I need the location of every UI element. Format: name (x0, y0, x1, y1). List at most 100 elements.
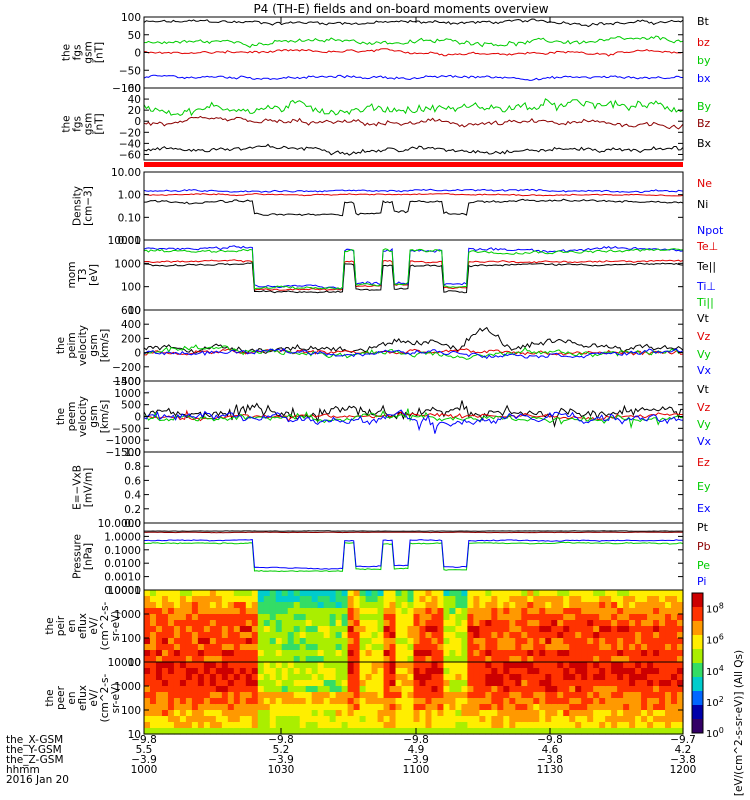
heatmap-cell (509, 656, 516, 663)
heatmap-cell (353, 680, 361, 687)
heatmap-cell (155, 650, 163, 657)
heatmap-cell (359, 728, 367, 735)
heatmap-cell (533, 608, 540, 615)
heatmap-cell (473, 620, 480, 627)
legend-entry: Vy (697, 418, 711, 431)
heatmap-cell (545, 698, 552, 705)
heatmap-cell (527, 650, 534, 657)
heatmap-cell (671, 698, 678, 705)
heatmap-cell (383, 698, 391, 705)
heatmap-cell (587, 596, 594, 603)
heatmap-cell (641, 656, 648, 663)
heatmap-cell (437, 668, 445, 675)
heatmap-cell (293, 668, 301, 675)
heatmap-cell (497, 644, 504, 651)
heatmap-cell (233, 626, 241, 633)
heatmap-cell (437, 590, 445, 597)
heatmap-cell (395, 662, 403, 669)
heatmap-cell (503, 656, 510, 663)
heatmap-cell (149, 668, 157, 675)
heatmap-cell (653, 650, 660, 657)
heatmap-cell (335, 602, 343, 609)
heatmap-cell (629, 620, 636, 627)
heatmap-cell (215, 638, 223, 645)
heatmap-cell (144, 614, 151, 621)
heatmap-cell (275, 596, 283, 603)
heatmap-cell (509, 674, 516, 681)
heatmap-cell (257, 602, 265, 609)
heatmap-cell (419, 662, 427, 669)
x-tick-label: −3.9 (131, 754, 157, 766)
heatmap-cell (533, 704, 540, 711)
series-line-bt (143, 18, 684, 28)
heatmap-cell (563, 680, 570, 687)
heatmap-cell (635, 626, 642, 633)
heatmap-cell (431, 710, 439, 717)
heatmap-cell (389, 710, 397, 717)
heatmap-cell (323, 692, 331, 699)
heatmap-cell (647, 722, 654, 729)
heatmap-cell (144, 632, 151, 639)
heatmap-cell (485, 656, 492, 663)
heatmap-cell (641, 716, 648, 723)
heatmap-cell (149, 632, 157, 639)
y-tick-label: 0.0010 (104, 572, 141, 584)
heatmap-cell (611, 674, 618, 681)
heatmap-cell (521, 596, 528, 603)
heatmap-cell (461, 668, 468, 675)
heatmap-cell (503, 728, 510, 735)
heatmap-cell (365, 704, 373, 711)
heatmap-cell (641, 590, 648, 597)
heatmap-cell (443, 692, 451, 699)
heatmap-cell (335, 656, 343, 663)
heatmap-cell (209, 710, 217, 717)
heatmap-cell (467, 710, 474, 717)
heatmap-cell (203, 710, 211, 717)
heatmap-cell (653, 596, 660, 603)
heatmap-cell (503, 602, 510, 609)
heatmap-cell (587, 716, 594, 723)
heatmap-cell (305, 698, 313, 705)
heatmap-cell (629, 698, 636, 705)
x-tick-label: −9.8 (268, 734, 294, 746)
heatmap-cell (497, 602, 504, 609)
heatmap-cell (629, 644, 636, 651)
heatmap-cell (527, 692, 534, 699)
heatmap-cell (479, 620, 486, 627)
heatmap-cell (275, 638, 283, 645)
heatmap-cell (671, 692, 678, 699)
heatmap-cell (275, 662, 283, 669)
heatmap-cell (275, 602, 283, 609)
heatmap-cell (173, 686, 181, 693)
heatmap-cell (311, 710, 319, 717)
heatmap-cell (545, 668, 552, 675)
heatmap-cell (521, 716, 528, 723)
heatmap-cell (677, 686, 684, 693)
heatmap-cell (215, 590, 223, 597)
heatmap-cell (593, 686, 600, 693)
heatmap-cell (545, 704, 552, 711)
heatmap-cell (503, 704, 510, 711)
heatmap-cell (215, 692, 223, 699)
heatmap-cell (233, 722, 241, 729)
heatmap-cell (144, 710, 151, 717)
heatmap-cell (359, 662, 367, 669)
x-tick-label: 1130 (537, 764, 564, 776)
heatmap-cell (593, 716, 600, 723)
y-axis-label: eV/ (88, 617, 100, 635)
heatmap-cell (251, 728, 259, 735)
heatmap-cell (593, 590, 600, 597)
heatmap-cell (233, 686, 241, 693)
heatmap-cell (233, 698, 241, 705)
heatmap-cell (299, 680, 307, 687)
heatmap-cell (203, 626, 211, 633)
heatmap-cell (521, 644, 528, 651)
heatmap-cell (467, 602, 474, 609)
series-line-te (143, 262, 684, 294)
heatmap-cell (659, 632, 666, 639)
heatmap-cell (317, 668, 325, 675)
heatmap-cell (617, 698, 624, 705)
heatmap-cell (647, 626, 654, 633)
heatmap-cell (521, 608, 528, 615)
heatmap-cell (575, 608, 582, 615)
